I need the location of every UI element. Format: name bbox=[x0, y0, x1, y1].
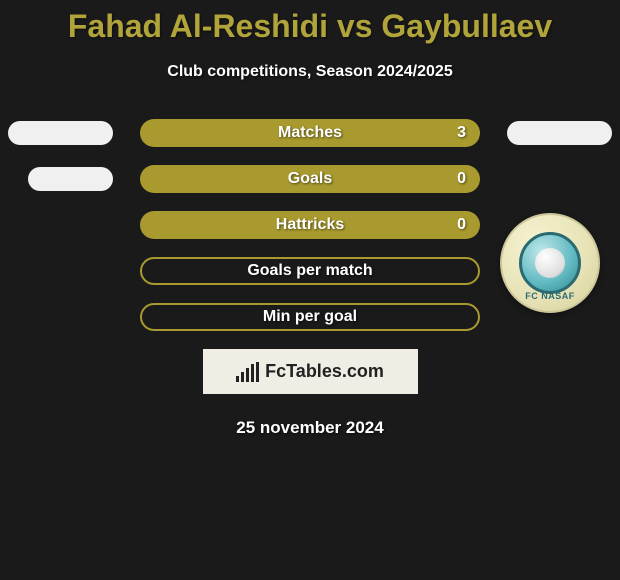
stat-row: Goals per match bbox=[0, 257, 620, 285]
stat-label: Min per goal bbox=[263, 308, 357, 326]
stat-label: Goals per match bbox=[247, 262, 372, 280]
stat-bar-goals: Goals 0 bbox=[140, 165, 480, 193]
stat-value: 0 bbox=[457, 170, 466, 188]
logo-bar bbox=[241, 372, 244, 382]
stat-value: 3 bbox=[457, 124, 466, 142]
stat-bar-min-per-goal: Min per goal bbox=[140, 303, 480, 331]
branding-box: FcTables.com bbox=[203, 349, 418, 394]
stat-row: Matches 3 bbox=[0, 119, 620, 147]
stat-label: Matches bbox=[278, 124, 342, 142]
logo-bar bbox=[236, 376, 239, 382]
right-player-pill bbox=[507, 121, 612, 145]
stat-row: Min per goal bbox=[0, 303, 620, 331]
logo-bars-icon bbox=[236, 362, 259, 382]
stat-bar-goals-per-match: Goals per match bbox=[140, 257, 480, 285]
branding-inner: FcTables.com bbox=[236, 361, 384, 382]
logo-bar bbox=[246, 368, 249, 382]
left-player-pill bbox=[8, 121, 113, 145]
left-player-pill bbox=[28, 167, 113, 191]
stat-label: Hattricks bbox=[276, 216, 344, 234]
branding-text: FcTables.com bbox=[265, 361, 384, 382]
stat-row: Hattricks 0 bbox=[0, 211, 620, 239]
page-subtitle: Club competitions, Season 2024/2025 bbox=[0, 63, 620, 81]
logo-bar bbox=[251, 364, 254, 382]
stat-value: 0 bbox=[457, 216, 466, 234]
date-label: 25 november 2024 bbox=[0, 418, 620, 438]
stat-bar-matches: Matches 3 bbox=[140, 119, 480, 147]
stat-row: Goals 0 FC NASAF bbox=[0, 165, 620, 193]
stat-bar-hattricks: Hattricks 0 bbox=[140, 211, 480, 239]
page-title: Fahad Al-Reshidi vs Gaybullaev bbox=[0, 0, 620, 45]
stats-area: Matches 3 Goals 0 FC NASAF bbox=[0, 119, 620, 331]
stat-label: Goals bbox=[288, 170, 332, 188]
logo-bar bbox=[256, 362, 259, 382]
infographic-root: Fahad Al-Reshidi vs Gaybullaev Club comp… bbox=[0, 0, 620, 580]
badge-club-name: FC NASAF bbox=[502, 291, 598, 301]
